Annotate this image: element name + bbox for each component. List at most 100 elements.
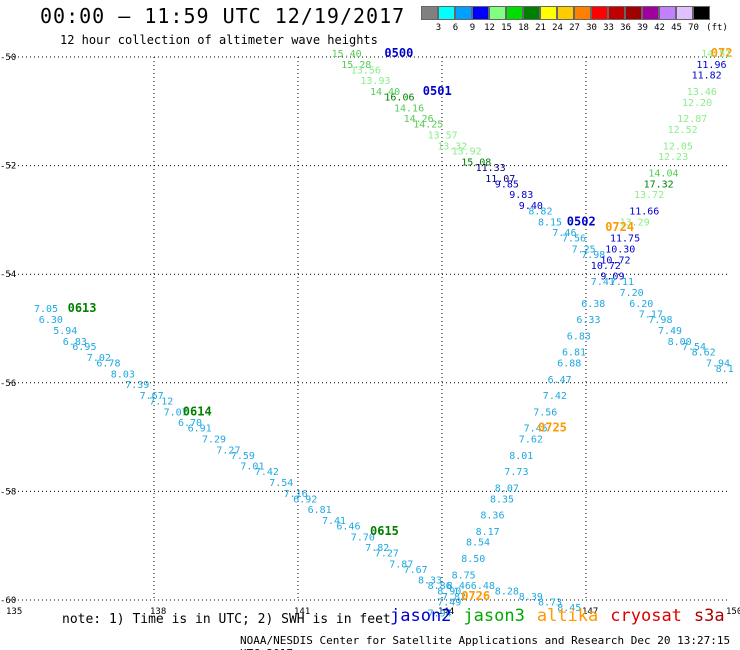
track-time-label: 0500 <box>384 46 413 60</box>
lon-tick-label: 141 <box>294 607 310 617</box>
swh-value: 8.28 <box>495 587 519 598</box>
legend-label: 21 <box>535 23 546 33</box>
swh-value: 8.73 <box>538 597 562 608</box>
swh-value: 7.42 <box>255 467 279 478</box>
swh-value: 11.75 <box>610 234 640 245</box>
legend-swatch <box>472 6 489 20</box>
swh-value: 8.36 <box>480 511 504 522</box>
swh-value: 6.83 <box>63 337 87 348</box>
swh-value: 6.91 <box>188 424 212 435</box>
swh-value: 10.30 <box>605 244 635 255</box>
sat-s3a: s3a <box>693 606 725 626</box>
swh-value: 7.11 <box>610 277 634 288</box>
legend-label: 45 <box>671 23 682 33</box>
note-text: note: 1) Time is in UTC; 2) SWH is in fe… <box>62 612 391 627</box>
swh-value: 6.38 <box>581 299 605 310</box>
swh-value: 8.45 <box>557 603 581 614</box>
swh-value: 5.94 <box>53 326 77 337</box>
legend-swatch <box>591 6 608 20</box>
legend-label: 33 <box>603 23 614 33</box>
swh-value: 8.35 <box>490 494 514 505</box>
swh-value: 13.56 <box>351 65 381 76</box>
legend-swatch <box>659 6 676 20</box>
lon-tick-label: 138 <box>150 607 166 617</box>
swh-value: 7.27 <box>216 445 240 456</box>
swh-value: 11.82 <box>692 71 722 82</box>
swh-value: 7.41 <box>591 277 615 288</box>
swh-value: 7.82 <box>442 592 466 603</box>
legend-label: 70 <box>688 23 699 33</box>
swh-value: 7.12 <box>149 397 173 408</box>
track-time-label: 0615 <box>370 524 399 538</box>
lon-tick-label: 150 <box>726 607 740 617</box>
lat-tick-label: -50 <box>0 53 16 63</box>
swh-value: 7.87 <box>389 559 413 570</box>
swh-value: 12.05 <box>663 141 693 152</box>
legend-label: 27 <box>569 23 580 33</box>
swh-value: 13.93 <box>360 76 390 87</box>
legend-swatch <box>642 6 659 20</box>
swh-value: 17.32 <box>644 179 674 190</box>
lat-tick-label: -54 <box>0 270 16 280</box>
swh-value: 12.52 <box>668 125 698 136</box>
track-time-label: 0614 <box>183 404 212 418</box>
swh-value: 7.02 <box>87 353 111 364</box>
legend-swatch <box>421 6 438 20</box>
legend-swatch <box>506 6 523 20</box>
swh-value: 7.67 <box>404 565 428 576</box>
swh-value: 6.70 <box>178 418 202 429</box>
legend-label: 6 <box>452 23 459 33</box>
swh-value: 9.85 <box>495 179 519 190</box>
swh-value: 9.83 <box>509 190 533 201</box>
swh-value: 6.46 <box>336 521 360 532</box>
swh-value: 8.1 <box>716 364 734 375</box>
swh-value: 7.54 <box>682 342 706 353</box>
swh-value: 8.03 <box>111 369 135 380</box>
swh-value: 13.32 <box>437 141 467 152</box>
sat-jason3: jason3 <box>463 606 525 626</box>
legend-label: 36 <box>620 23 631 33</box>
swh-value: 7.39 <box>125 380 149 391</box>
swh-value: 14.25 <box>413 120 443 131</box>
legend-swatch <box>608 6 625 20</box>
legend-swatch <box>574 6 591 20</box>
swh-value: 7.67 <box>140 391 164 402</box>
legend-label: 30 <box>586 23 597 33</box>
swh-value: 14.16 <box>394 103 424 114</box>
swh-value: 8.33 <box>418 576 442 587</box>
lon-tick-label: 135 <box>6 607 22 617</box>
legend-swatch <box>676 6 693 20</box>
swh-value: 6.88 <box>557 359 581 370</box>
swh-value: 7.49 <box>437 597 461 608</box>
swh-value: 6.48 <box>471 581 495 592</box>
legend-unit: (ft) <box>706 23 728 33</box>
swh-value: 14.04 <box>648 168 678 179</box>
lat-tick-label: -58 <box>0 487 16 497</box>
legend-label: 24 <box>552 23 563 33</box>
track-time-label: 0724 <box>605 220 634 234</box>
lat-tick-label: -52 <box>0 162 16 172</box>
swh-value: 7.42 <box>543 391 567 402</box>
satellite-legend: jason2 jason3 altika cryosat s3a <box>390 606 737 626</box>
swh-value: 7.82 <box>365 543 389 554</box>
legend-label: 12 <box>484 23 495 33</box>
swh-value: 15.40 <box>332 49 362 60</box>
swh-value: 14.26 <box>404 114 434 125</box>
legend-label: 42 <box>654 23 665 33</box>
swh-value: 6.81 <box>562 348 586 359</box>
lat-tick-label: -60 <box>0 596 16 606</box>
swh-value: 7.49 <box>658 326 682 337</box>
sat-cryosat: cryosat <box>610 606 682 626</box>
swh-value: 7.01 <box>240 462 264 473</box>
legend-swatch <box>523 6 540 20</box>
lat-tick-label: -56 <box>0 379 16 389</box>
swh-value: 7.94 <box>428 608 452 619</box>
swh-value: 7.41 <box>322 516 346 527</box>
lon-tick-label: 147 <box>582 607 598 617</box>
swh-value: 6.30 <box>39 315 63 326</box>
swh-value: 8.62 <box>692 348 716 359</box>
swh-value: 8.15 <box>538 217 562 228</box>
swh-value: 12.23 <box>658 152 688 163</box>
swh-value: 8.46 <box>447 581 471 592</box>
